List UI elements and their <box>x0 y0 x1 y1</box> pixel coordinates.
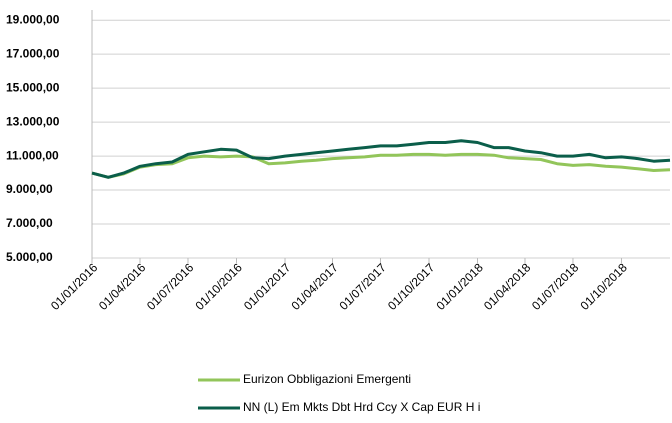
x-tick-label: 01/10/2016 <box>192 260 245 313</box>
y-tick-label: 11.000,00 <box>6 148 59 162</box>
x-tick-label: 01/04/2018 <box>481 260 534 313</box>
y-tick-label: 9.000,00 <box>6 182 53 196</box>
x-tick-label: 01/10/2018 <box>577 260 630 313</box>
y-tick-label: 7.000,00 <box>6 216 53 230</box>
series-line <box>91 139 671 179</box>
x-tick-label: 01/07/2017 <box>336 260 389 313</box>
y-tick-label: 19.000,00 <box>6 12 60 26</box>
legend-label: NN (L) Em Mkts Dbt Hrd Ccy X Cap EUR H i <box>243 400 480 414</box>
x-tick-label: 01/01/2016 <box>48 260 101 313</box>
y-tick-label: 5.000,00 <box>6 250 53 264</box>
x-tick-label: 01/10/2017 <box>385 260 438 313</box>
x-tick-label: 01/04/2016 <box>96 260 149 313</box>
x-tick-label: 01/01/2018 <box>434 260 487 313</box>
x-tick-label: 01/07/2018 <box>529 260 582 313</box>
y-tick-label: 13.000,00 <box>6 114 60 128</box>
y-tick-label: 17.000,00 <box>6 46 60 60</box>
y-tick-label: 15.000,00 <box>6 80 60 94</box>
x-tick-label: 01/07/2016 <box>144 260 197 313</box>
x-tick-label: 01/01/2017 <box>241 260 294 313</box>
x-tick-label: 01/04/2017 <box>288 260 341 313</box>
legend-label: Eurizon Obbligazioni Emergenti <box>243 372 411 386</box>
series-line <box>91 152 671 179</box>
